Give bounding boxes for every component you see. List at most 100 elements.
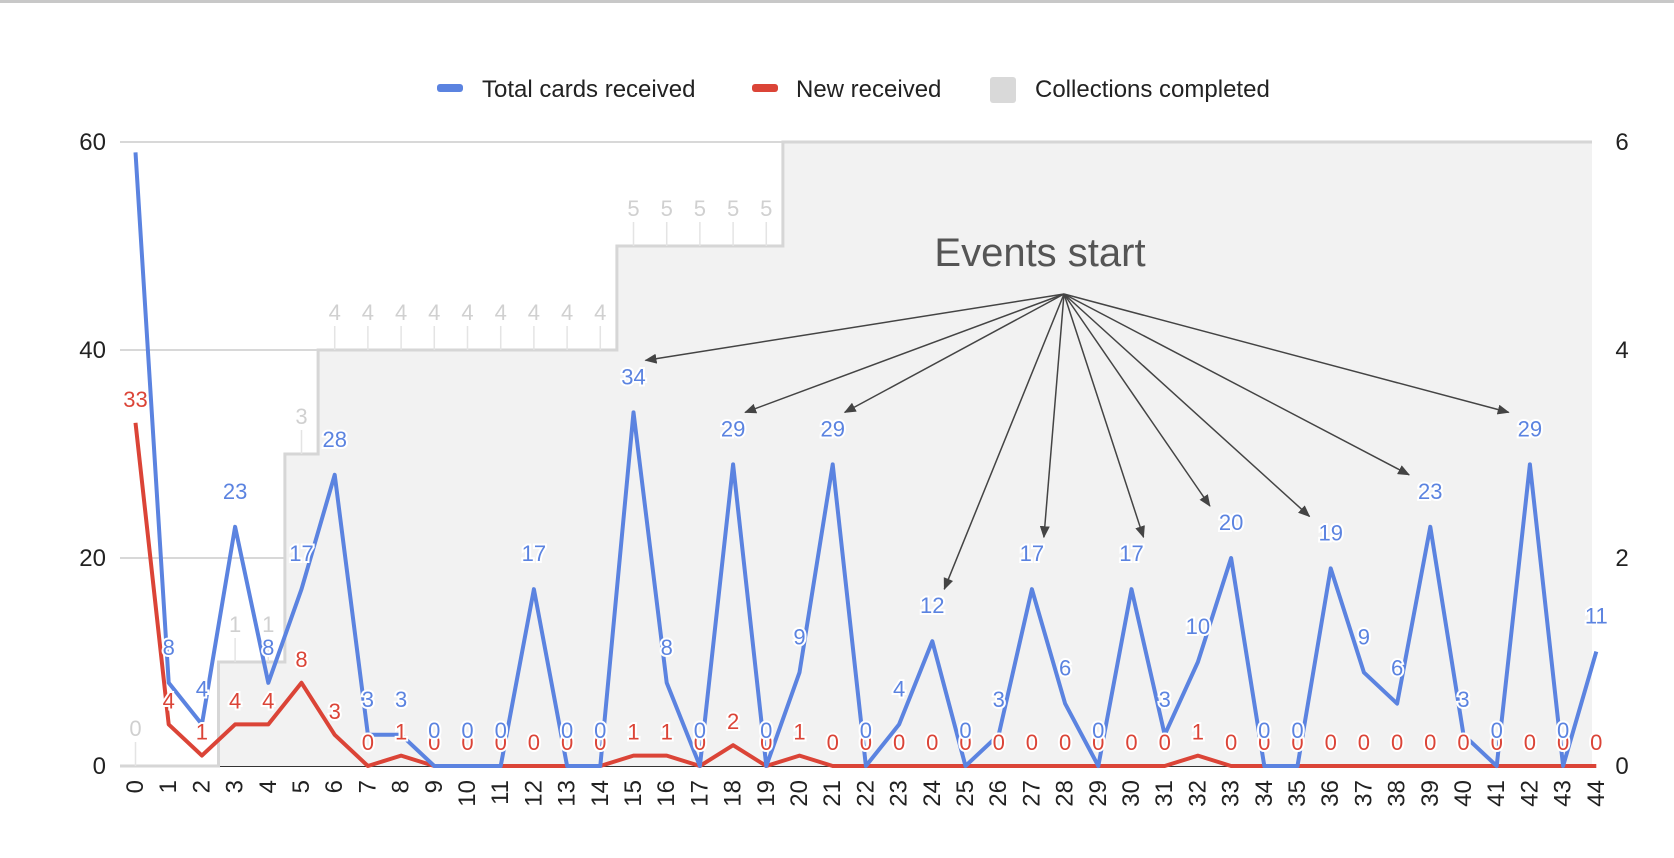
x-axis-tick-label: 21 (819, 780, 846, 807)
total-cards-data-label: 0 (1258, 718, 1270, 743)
x-axis-tick-label: 28 (1052, 780, 1079, 807)
x-axis-tick-label: 41 (1483, 780, 1510, 807)
new-received-data-label: 0 (362, 730, 374, 755)
x-axis-tick-label: 14 (587, 780, 614, 807)
collections-data-label: 5 (694, 196, 706, 221)
total-cards-received-series (133, 152, 1599, 768)
new-received-data-label: 0 (594, 730, 606, 755)
x-axis-tick-label: 29 (1085, 780, 1112, 807)
collections-data-label: 5 (727, 196, 739, 221)
new-received-data-label: 0 (860, 730, 872, 755)
x-axis-tick-label: 20 (786, 780, 813, 807)
x-axis-tick-label: 10 (454, 780, 481, 807)
new-received-data-label: 0 (561, 730, 573, 755)
annotation-arrow (1063, 293, 1510, 415)
collections-data-label: 1 (262, 612, 274, 637)
total-cards-data-label: 10 (1186, 614, 1210, 639)
collections-data-label: 4 (329, 300, 341, 325)
total-cards-data-label: 0 (694, 718, 706, 743)
legend-item-total[interactable]: Total cards received (437, 76, 695, 103)
total-cards-data-label: 0 (461, 718, 473, 743)
new-received-data-label: 0 (1291, 730, 1303, 755)
new-received-data-label: 4 (262, 688, 274, 713)
new-received-data-label: 33 (123, 387, 147, 412)
new-received-data-label: 0 (1258, 730, 1270, 755)
total-cards-data-label: 28 (322, 427, 346, 452)
new-received-data-label: 0 (959, 730, 971, 755)
total-cards-data-label: 17 (1020, 541, 1044, 566)
x-axis-tick-label: 15 (620, 780, 647, 807)
x-axis-tick-label: 3 (222, 780, 249, 793)
new-received-data-label: 0 (1092, 730, 1104, 755)
x-axis-tick-label: 37 (1350, 780, 1377, 807)
x-axis-tick-label: 24 (919, 780, 946, 807)
total-cards-data-label: 0 (959, 718, 971, 743)
new-received-data-label: 3 (329, 699, 341, 724)
new-received-data-label: 0 (1457, 730, 1469, 755)
new-received-data-label: 0 (827, 730, 839, 755)
x-axis-tick-label: 19 (753, 780, 780, 807)
legend-label-total: Total cards received (482, 76, 695, 103)
new-received-data-label: 0 (1225, 730, 1237, 755)
left-axis-tick-label: 60 (79, 129, 106, 156)
collections-data-label: 5 (760, 196, 772, 221)
total-cards-data-label: 8 (163, 635, 175, 660)
events-start-annotation: Events start (644, 231, 1510, 591)
collections-area-fill (120, 142, 1592, 766)
left-axis-tick-label: 20 (79, 545, 106, 572)
new-received-data-label: 0 (760, 730, 772, 755)
legend-item-new[interactable]: New received (752, 76, 941, 103)
x-axis-tick-label: 9 (421, 780, 448, 793)
collections-data-label: 4 (561, 300, 573, 325)
x-axis-tick-label: 6 (321, 780, 348, 793)
legend: Total cards received New received Collec… (437, 76, 1270, 103)
new-received-data-label: 0 (1325, 730, 1337, 755)
x-axis-tick-label: 2 (188, 780, 215, 793)
x-axis-tick-label: 40 (1450, 780, 1477, 807)
total-cards-data-label: 8 (661, 635, 673, 660)
annotation-arrow (943, 293, 1065, 591)
right-axis-tick-label: 4 (1615, 337, 1628, 364)
total-cards-data-label: 11 (1585, 604, 1608, 629)
collections-data-label: 0 (129, 716, 141, 741)
x-axis-tick-label: 38 (1384, 780, 1411, 807)
total-cards-received-line (133, 152, 1599, 768)
new-received-data-label: 1 (793, 720, 805, 745)
x-axis-tick-label: 34 (1251, 780, 1278, 807)
total-cards-data-label: 0 (760, 718, 772, 743)
right-axis-tick-label: 6 (1615, 129, 1628, 156)
total-cards-data-label: 8 (262, 635, 274, 660)
total-cards-data-label: 0 (1491, 718, 1503, 743)
new-received-data-label: 0 (1590, 730, 1602, 755)
x-axis-tick-label: 8 (388, 780, 415, 793)
x-axis-tick-label: 18 (720, 780, 747, 807)
legend-label-new: New received (796, 76, 941, 103)
x-axis-tick-label: 27 (1018, 780, 1045, 807)
collections-data-label: 4 (594, 300, 606, 325)
new-received-data-label: 4 (163, 688, 175, 713)
right-axis-ticks: 0 2 4 6 (1615, 129, 1628, 780)
x-axis-tick-label: 39 (1417, 780, 1444, 807)
legend-item-collections[interactable]: Collections completed (990, 76, 1270, 103)
total-cards-data-label: 6 (1059, 656, 1071, 681)
total-cards-data-label: 0 (1557, 718, 1569, 743)
x-axis-tick-label: 17 (686, 780, 713, 807)
legend-swatch-new (752, 84, 778, 92)
collections-data-label: 3 (295, 404, 307, 429)
new-received-data-label: 4 (229, 688, 241, 713)
collections-data-label: 4 (395, 300, 407, 325)
new-received-data-label: 0 (1125, 730, 1137, 755)
x-axis-tick-label: 35 (1284, 780, 1311, 807)
right-axis-tick-label: 2 (1615, 545, 1628, 572)
new-received-data-label: 0 (926, 730, 938, 755)
new-received-data-label: 0 (1059, 730, 1071, 755)
total-cards-data-label: 6 (1391, 656, 1403, 681)
new-received-data-label: 1 (395, 720, 407, 745)
annotation-text: Events start (934, 231, 1145, 275)
new-received-data-label: 0 (461, 730, 473, 755)
new-received-data-label: 1 (627, 720, 639, 745)
x-axis-tick-label: 5 (288, 780, 315, 793)
total-cards-data-label: 29 (820, 416, 844, 441)
total-cards-data-label: 9 (793, 624, 805, 649)
